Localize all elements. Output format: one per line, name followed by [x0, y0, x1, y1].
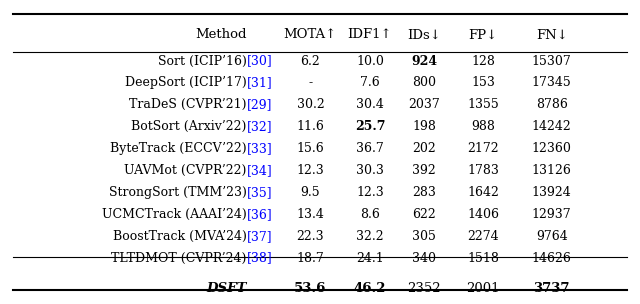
Text: 14626: 14626 — [532, 252, 572, 264]
Text: 800: 800 — [412, 77, 436, 89]
Text: [32]: [32] — [246, 120, 272, 133]
Text: [35]: [35] — [246, 186, 272, 199]
Text: 1355: 1355 — [467, 98, 499, 111]
Text: [38]: [38] — [246, 252, 272, 264]
Text: [36]: [36] — [246, 208, 272, 221]
Text: 22.3: 22.3 — [296, 230, 324, 243]
Text: 1642: 1642 — [467, 186, 499, 199]
Text: BotSort (Arxiv’22): BotSort (Arxiv’22) — [131, 120, 246, 133]
Text: 36.7: 36.7 — [356, 142, 384, 155]
Text: 13126: 13126 — [532, 164, 572, 177]
Text: 9.5: 9.5 — [301, 186, 320, 199]
Text: 8786: 8786 — [536, 98, 568, 111]
Text: 128: 128 — [471, 55, 495, 67]
Text: 7.6: 7.6 — [360, 77, 380, 89]
Text: 25.7: 25.7 — [355, 120, 385, 133]
Text: 2001: 2001 — [467, 282, 500, 295]
Text: 340: 340 — [412, 252, 436, 264]
Text: StrongSort (TMM’23): StrongSort (TMM’23) — [109, 186, 246, 199]
Text: 9764: 9764 — [536, 230, 568, 243]
Text: BoostTrack (MVA’24): BoostTrack (MVA’24) — [113, 230, 246, 243]
Text: 18.7: 18.7 — [296, 252, 324, 264]
Text: [31]: [31] — [246, 77, 272, 89]
Text: 12.3: 12.3 — [356, 186, 384, 199]
Text: Sort (ICIP’16): Sort (ICIP’16) — [157, 55, 246, 67]
Text: Method: Method — [195, 29, 246, 41]
Text: 10.0: 10.0 — [356, 55, 384, 67]
Text: 30.3: 30.3 — [356, 164, 384, 177]
Text: 13924: 13924 — [532, 186, 572, 199]
Text: TLTDMOT (CVPR’24): TLTDMOT (CVPR’24) — [111, 252, 246, 264]
Text: 13.4: 13.4 — [296, 208, 324, 221]
Text: [30]: [30] — [246, 55, 272, 67]
Text: FP↓: FP↓ — [468, 29, 498, 41]
Text: 3737: 3737 — [533, 282, 570, 295]
Text: 153: 153 — [471, 77, 495, 89]
Text: TraDeS (CVPR’21): TraDeS (CVPR’21) — [129, 98, 246, 111]
Text: 1783: 1783 — [467, 164, 499, 177]
Text: 8.6: 8.6 — [360, 208, 380, 221]
Text: DeepSort (ICIP’17): DeepSort (ICIP’17) — [125, 77, 246, 89]
Text: 46.2: 46.2 — [354, 282, 386, 295]
Text: 305: 305 — [412, 230, 436, 243]
Text: 622: 622 — [412, 208, 436, 221]
Text: 12360: 12360 — [532, 142, 572, 155]
Text: 198: 198 — [412, 120, 436, 133]
Text: 6.2: 6.2 — [301, 55, 320, 67]
Text: UAVMot (CVPR’22): UAVMot (CVPR’22) — [124, 164, 246, 177]
Text: DSFT: DSFT — [206, 282, 246, 295]
Text: ByteTrack (ECCV’22): ByteTrack (ECCV’22) — [110, 142, 246, 155]
Text: 283: 283 — [412, 186, 436, 199]
Text: IDs↓: IDs↓ — [408, 29, 441, 41]
Text: 2352: 2352 — [408, 282, 441, 295]
Text: -: - — [308, 77, 312, 89]
Text: 392: 392 — [412, 164, 436, 177]
Text: MOTA↑: MOTA↑ — [284, 29, 337, 41]
Text: 14242: 14242 — [532, 120, 572, 133]
Text: IDF1↑: IDF1↑ — [348, 29, 392, 41]
Text: 30.2: 30.2 — [296, 98, 324, 111]
Text: FN↓: FN↓ — [536, 29, 568, 41]
Text: UCMCTrack (AAAI’24): UCMCTrack (AAAI’24) — [102, 208, 246, 221]
Text: 2274: 2274 — [467, 230, 499, 243]
Text: 30.4: 30.4 — [356, 98, 384, 111]
Text: [29]: [29] — [246, 98, 272, 111]
Text: [34]: [34] — [246, 164, 272, 177]
Text: 2037: 2037 — [408, 98, 440, 111]
Text: 12937: 12937 — [532, 208, 572, 221]
Text: 17345: 17345 — [532, 77, 572, 89]
Text: 924: 924 — [412, 55, 437, 67]
Text: 202: 202 — [412, 142, 436, 155]
Text: 15.6: 15.6 — [296, 142, 324, 155]
Text: 11.6: 11.6 — [296, 120, 324, 133]
Text: 53.6: 53.6 — [294, 282, 326, 295]
Text: 2172: 2172 — [467, 142, 499, 155]
Text: 12.3: 12.3 — [296, 164, 324, 177]
Text: 15307: 15307 — [532, 55, 572, 67]
Text: 1518: 1518 — [467, 252, 499, 264]
Text: 24.1: 24.1 — [356, 252, 384, 264]
Text: [37]: [37] — [246, 230, 272, 243]
Text: 988: 988 — [471, 120, 495, 133]
Text: [33]: [33] — [246, 142, 272, 155]
Text: 32.2: 32.2 — [356, 230, 384, 243]
Text: 1406: 1406 — [467, 208, 499, 221]
